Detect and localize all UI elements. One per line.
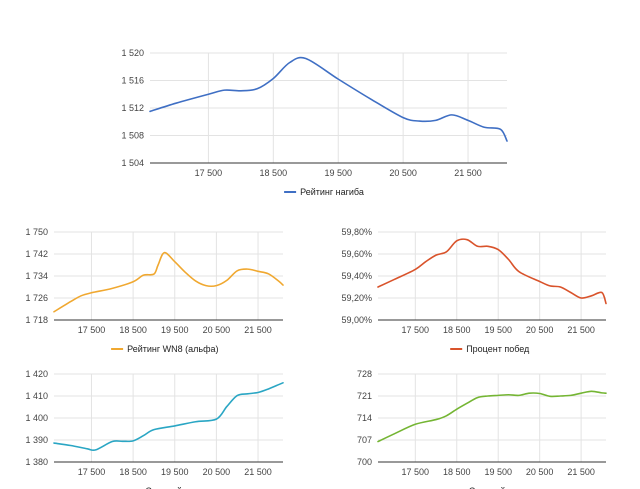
x-tick-label: 21 500	[244, 325, 272, 335]
y-tick-label: 1 750	[25, 227, 48, 237]
x-tick-label: 21 500	[244, 467, 272, 477]
x-tick-label: 19 500	[161, 467, 189, 477]
x-tick-label: 17 500	[78, 467, 106, 477]
y-tick-label: 1 400	[25, 413, 48, 423]
series-line	[377, 238, 607, 305]
y-tick-label: 1 742	[25, 249, 48, 259]
series-line	[53, 382, 284, 452]
x-tick-label: 20 500	[526, 325, 554, 335]
x-tick-label: 20 500	[203, 467, 231, 477]
x-tick-label: 17 500	[402, 467, 430, 477]
x-tick-label: 21 500	[567, 325, 595, 335]
y-tick-label: 59,60%	[341, 249, 372, 259]
x-tick-label: 20 500	[389, 168, 417, 178]
x-tick-label: 20 500	[526, 467, 554, 477]
y-tick-label: 1 380	[25, 457, 48, 467]
y-tick-label: 1 516	[121, 76, 144, 86]
x-tick-label: 17 500	[195, 168, 223, 178]
legend-label: Рейтинг нагиба	[300, 187, 364, 197]
series-line	[53, 251, 284, 313]
series-line	[149, 56, 508, 142]
y-tick-label: 59,40%	[341, 271, 372, 281]
y-tick-label: 59,80%	[341, 227, 372, 237]
x-tick-label: 20 500	[203, 325, 231, 335]
x-tick-label: 17 500	[402, 325, 430, 335]
y-tick-label: 721	[357, 391, 372, 401]
x-tick-label: 18 500	[443, 467, 471, 477]
legend-label: Процент побед	[466, 344, 530, 354]
x-tick-label: 18 500	[119, 325, 147, 335]
x-tick-label: 19 500	[324, 168, 352, 178]
legend-label: Средний урон	[145, 486, 203, 489]
y-tick-label: 1 508	[121, 131, 144, 141]
x-tick-label: 18 500	[443, 325, 471, 335]
x-tick-label: 19 500	[484, 467, 512, 477]
x-tick-label: 21 500	[567, 467, 595, 477]
y-tick-label: 1 520	[121, 48, 144, 58]
x-tick-label: 17 500	[78, 325, 106, 335]
y-tick-label: 1 718	[25, 315, 48, 325]
y-tick-label: 700	[357, 457, 372, 467]
x-tick-label: 19 500	[161, 325, 189, 335]
y-tick-label: 1 420	[25, 369, 48, 379]
y-tick-label: 1 390	[25, 435, 48, 445]
y-tick-label: 59,00%	[341, 315, 372, 325]
x-tick-label: 21 500	[454, 168, 482, 178]
y-tick-label: 1 410	[25, 391, 48, 401]
y-tick-label: 1 504	[121, 158, 144, 168]
y-tick-label: 1 734	[25, 271, 48, 281]
x-tick-label: 18 500	[260, 168, 288, 178]
x-tick-label: 18 500	[119, 467, 147, 477]
y-tick-label: 714	[357, 413, 372, 423]
x-tick-label: 19 500	[484, 325, 512, 335]
series-line	[377, 390, 607, 443]
y-tick-label: 1 512	[121, 103, 144, 113]
y-tick-label: 59,20%	[341, 293, 372, 303]
legend-label: Рейтинг WN8 (альфа)	[127, 344, 218, 354]
y-tick-label: 707	[357, 435, 372, 445]
y-tick-label: 728	[357, 369, 372, 379]
y-tick-label: 1 726	[25, 293, 48, 303]
legend-label: Средний опыт	[469, 486, 529, 489]
